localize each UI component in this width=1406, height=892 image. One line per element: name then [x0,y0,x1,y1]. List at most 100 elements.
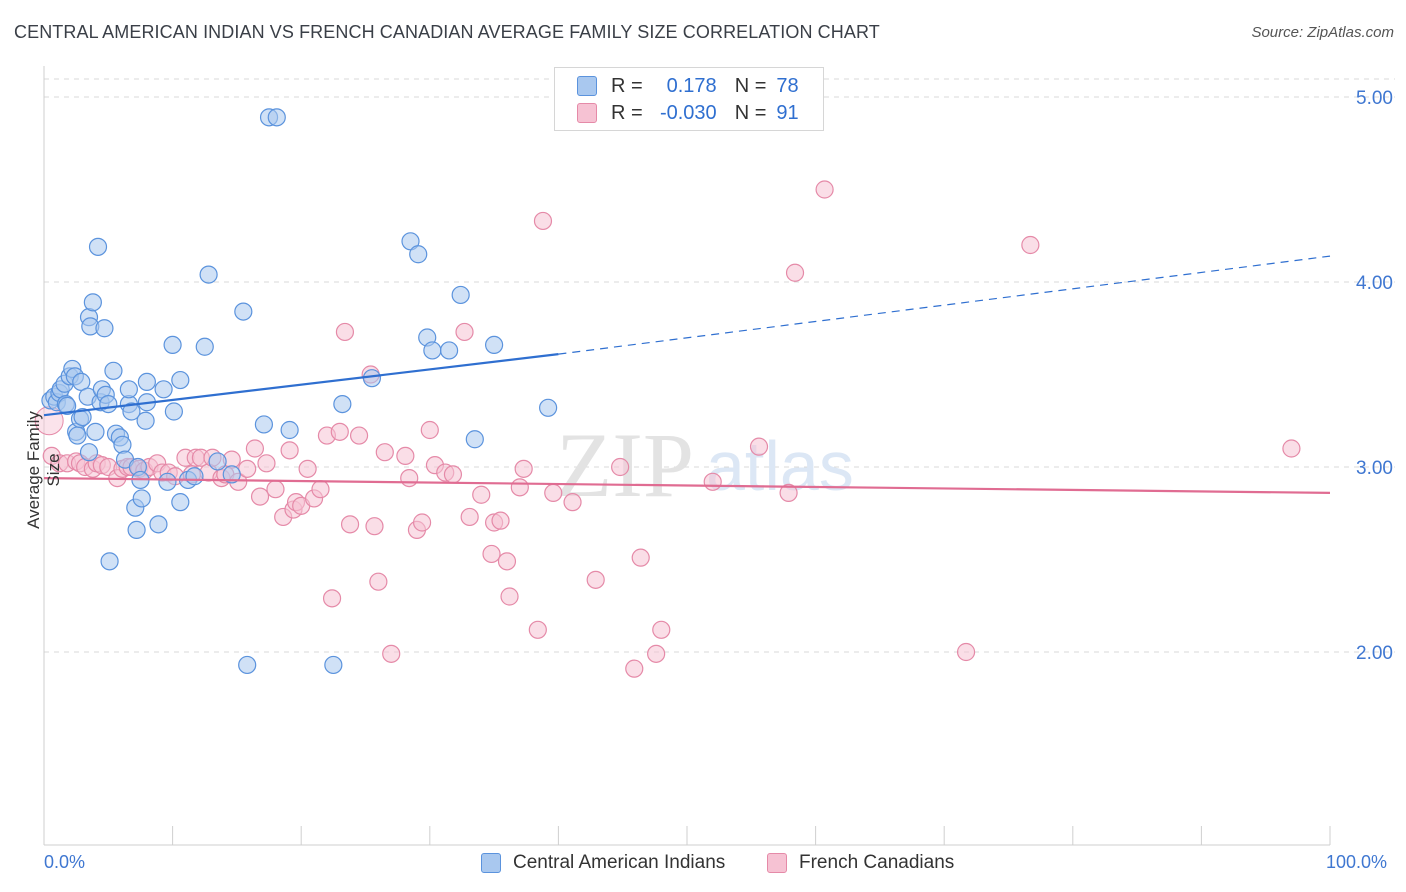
y-tick-label: 2.00 [1356,643,1393,664]
legend-n-value: 91 [776,101,799,124]
point-central-american-indian [163,335,182,354]
point-french-canadian [586,570,605,589]
point-french-canadian [749,437,769,456]
point-french-canadian [652,620,671,639]
point-central-american-indian [267,108,286,127]
legend-r-value: -0.030 [659,101,717,124]
legend-r-label: R = [611,101,643,124]
point-french-canadian [500,587,519,606]
y-tick-label: 4.00 [1356,273,1393,294]
point-central-american-indian [333,395,352,414]
point-central-american-indian [79,443,99,462]
point-central-american-indian [362,369,382,388]
point-central-american-indian [164,402,183,421]
series-central-american-indians [41,108,558,675]
point-french-canadian [245,439,265,458]
point-central-american-indian [83,293,102,312]
point-central-american-indian [99,395,118,414]
trend-line-pink [43,477,1331,494]
stats-legend: R = 0.178 N = 78 R = -0.030 N = 91 [554,67,824,131]
point-central-american-indian [185,467,204,486]
point-french-canadian [322,589,342,608]
point-central-american-indian [195,337,214,356]
legend-swatch-pink [577,103,597,123]
y-tick-labels: 2.00 3.00 4.00 5.00 [1356,88,1393,664]
point-central-american-indian [95,319,114,338]
legend-n-label: N = [734,101,767,124]
legend-n-value: 78 [776,74,799,97]
point-central-american-indian [465,430,484,449]
point-central-american-indian [254,415,274,434]
point-central-american-indian [439,341,459,360]
point-central-american-indian [234,302,253,321]
point-central-american-indian [149,515,168,534]
point-central-american-indian [238,655,257,675]
point-french-canadian [335,322,355,342]
legend-item-central-american-indians: Central American Indians [481,852,725,874]
point-french-canadian [510,478,529,497]
point-central-american-indian [113,435,132,454]
point-french-canadian [703,472,722,491]
point-french-canadian [340,515,360,534]
point-french-canadian [396,446,415,465]
grid-lines [44,78,1395,653]
point-french-canadian [491,511,510,530]
point-french-canadian [528,620,547,639]
point-central-american-indian [88,237,108,256]
x-tick-max: 100.0% [1326,852,1388,872]
y-axis-title: Average Family Size [24,411,63,529]
point-central-american-indian [119,380,138,399]
point-central-american-indian [208,452,227,471]
point-central-american-indian [86,422,105,441]
point-central-american-indian [171,493,190,512]
point-french-canadian [482,544,501,564]
point-central-american-indian [136,411,155,430]
point-french-canadian [349,426,369,445]
trend-lines [43,255,1331,494]
legend-n-label: N = [734,74,767,97]
legend-r-label: R = [611,74,643,97]
point-central-american-indian [199,265,218,284]
point-french-canadian [631,548,650,567]
legend-row-pink: R = -0.030 N = 91 [577,101,799,125]
point-central-american-indian [58,396,77,416]
y-tick-label: 5.00 [1356,88,1393,109]
point-french-canadian [375,443,394,462]
point-central-american-indian [539,398,558,417]
point-french-canadian [330,422,349,441]
point-central-american-indian [132,489,151,508]
series-french-canadians [34,180,1301,678]
point-french-canadian [544,483,563,502]
point-french-canadian [1282,439,1301,458]
point-french-canadian [956,642,976,662]
point-central-american-indian [423,341,442,360]
point-central-american-indian [104,361,123,380]
point-french-canadian [647,644,666,663]
point-french-canadian [472,485,491,504]
point-french-canadian [460,507,479,527]
legend-swatch-blue [481,853,501,873]
point-central-american-indian [68,426,87,445]
point-central-american-indian [122,402,141,421]
point-french-canadian [779,483,798,502]
point-french-canadian [238,459,257,478]
point-central-american-indian [485,335,504,354]
point-central-american-indian [137,372,156,391]
chart-title: CENTRAL AMERICAN INDIAN VS FRENCH CANADI… [14,22,880,42]
watermark: ZIP atlas [556,414,854,516]
legend-swatch-pink [767,853,787,873]
point-french-canadian [611,457,630,477]
point-french-canadian [497,552,517,571]
point-french-canadian [563,493,582,512]
legend-r-value: 0.178 [666,74,717,97]
point-central-american-indian [100,552,119,571]
point-central-american-indian [280,420,299,440]
point-french-canadian [1021,235,1040,255]
point-french-canadian [443,465,463,484]
point-central-american-indian [324,655,343,675]
point-french-canadian [257,454,276,473]
point-central-american-indian [451,285,470,305]
point-french-canadian [514,459,533,478]
point-central-american-indian [154,380,173,399]
